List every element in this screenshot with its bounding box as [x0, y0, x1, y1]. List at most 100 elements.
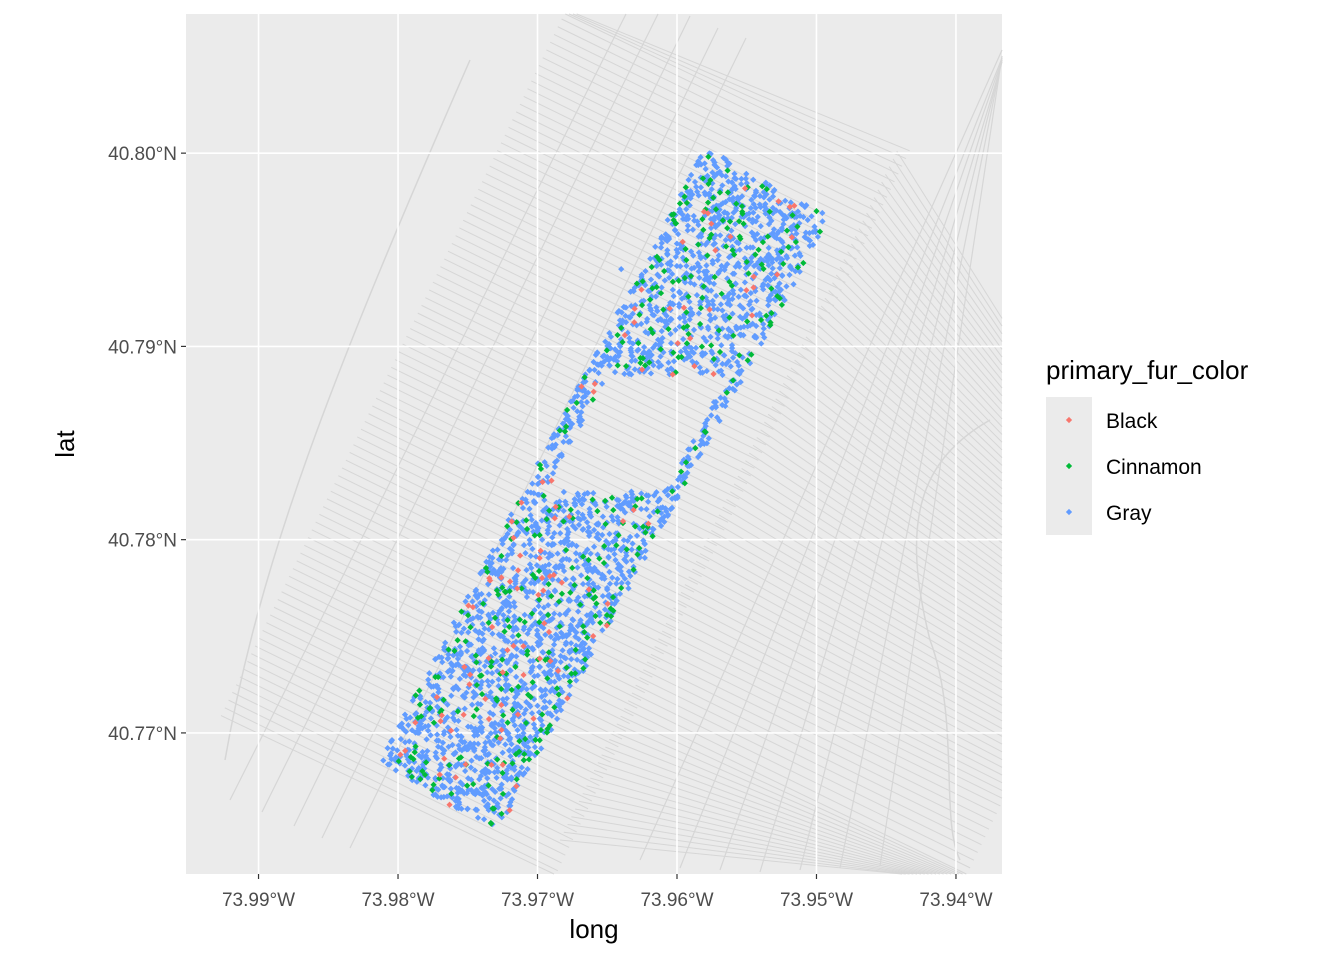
- street-line: [582, 793, 925, 875]
- street-line: [512, 119, 846, 283]
- point-gray: [446, 771, 453, 778]
- point-gray: [615, 307, 623, 315]
- point-gray: [564, 537, 572, 545]
- point-cinnamon: [493, 695, 500, 702]
- point-gray: [440, 793, 447, 801]
- street-line: [288, 575, 623, 740]
- point-gray: [620, 537, 627, 544]
- y-axis-ticks: 40.77°N 40.78°N 40.79°N 40.80°N: [108, 144, 186, 745]
- point-gray: [402, 739, 409, 746]
- point-gray: [681, 294, 688, 301]
- point-cinnamon: [546, 507, 553, 514]
- point-gray: [463, 789, 471, 797]
- point-cinnamon: [569, 564, 576, 571]
- point-cinnamon: [649, 285, 656, 292]
- point-gray: [444, 701, 451, 708]
- point-gray: [528, 523, 535, 530]
- y-tick-label: 40.78°N: [108, 531, 177, 552]
- point-gray: [783, 253, 790, 260]
- point-gray: [797, 252, 804, 260]
- point-gray: [502, 700, 509, 708]
- street-line: [631, 692, 975, 861]
- point-cinnamon: [594, 507, 601, 515]
- point-gray: [458, 805, 465, 812]
- point-gray: [527, 512, 534, 519]
- point-cinnamon: [525, 756, 533, 763]
- point-gray: [506, 656, 513, 664]
- point-gray: [538, 717, 545, 724]
- point-cinnamon: [473, 706, 480, 713]
- street-line: [643, 669, 986, 838]
- point-gray: [735, 293, 742, 300]
- street-line: [771, 406, 1003, 575]
- street-line: [832, 282, 1003, 451]
- street-line: [862, 220, 1003, 389]
- point-cinnamon: [634, 495, 641, 503]
- point-gray: [538, 687, 546, 695]
- point-gray: [489, 678, 496, 685]
- point-cinnamon: [551, 704, 558, 711]
- point-black: [513, 783, 520, 790]
- point-gray: [520, 541, 528, 549]
- point-gray: [710, 305, 717, 313]
- street-line: [820, 305, 1003, 474]
- point-gray: [605, 356, 612, 364]
- point-gray: [457, 779, 464, 786]
- point-gray: [584, 528, 591, 535]
- point-gray: [587, 651, 595, 658]
- point-cinnamon: [613, 542, 620, 549]
- point-gray: [587, 565, 594, 572]
- point-gray: [545, 617, 553, 624]
- street-line: [447, 250, 782, 415]
- point-gray: [715, 252, 722, 259]
- point-black: [590, 633, 597, 640]
- point-gray: [624, 580, 632, 587]
- point-gray: [621, 575, 629, 582]
- point-gray: [562, 655, 569, 662]
- point-gray: [457, 737, 465, 745]
- point-gray: [749, 305, 756, 313]
- point-cinnamon: [568, 670, 575, 677]
- street-line: [646, 661, 990, 830]
- point-cinnamon: [416, 701, 424, 708]
- point-gray: [627, 498, 635, 505]
- point-cinnamon: [701, 428, 708, 435]
- point-gray: [551, 678, 558, 685]
- point-gray: [590, 637, 597, 644]
- point-black: [508, 518, 515, 525]
- point-gray: [480, 816, 488, 823]
- point-gray: [606, 580, 614, 587]
- river-edge-east: [915, 419, 991, 861]
- point-cinnamon: [521, 750, 528, 758]
- legend-title: primary_fur_color: [1046, 355, 1249, 385]
- point-gray: [522, 496, 529, 503]
- street-line: [680, 591, 1003, 760]
- x-tick-label: 73.96°W: [640, 890, 713, 911]
- point-gray: [599, 627, 606, 634]
- point-gray: [540, 624, 547, 632]
- point-black: [546, 573, 553, 580]
- point-gray: [447, 785, 455, 792]
- point-gray: [590, 489, 597, 497]
- point-gray: [483, 791, 490, 798]
- street-line: [794, 359, 1003, 528]
- point-black: [530, 715, 537, 722]
- point-gray: [759, 330, 766, 337]
- point-gray: [556, 562, 563, 569]
- x-tick-label: 73.99°W: [222, 890, 295, 911]
- point-cinnamon: [584, 634, 591, 641]
- point-cinnamon: [545, 649, 552, 656]
- point-gray: [427, 732, 434, 739]
- point-gray: [725, 327, 733, 334]
- point-cinnamon: [508, 686, 515, 694]
- point-gray: [538, 517, 545, 524]
- point-gray: [536, 663, 543, 670]
- point-cinnamon: [592, 612, 599, 620]
- point-gray: [714, 335, 721, 342]
- point-gray: [647, 307, 655, 314]
- point-gray: [508, 740, 515, 748]
- point-gray: [579, 580, 587, 588]
- point-gray: [549, 534, 556, 541]
- point-gray: [545, 602, 552, 609]
- point-cinnamon: [520, 756, 527, 764]
